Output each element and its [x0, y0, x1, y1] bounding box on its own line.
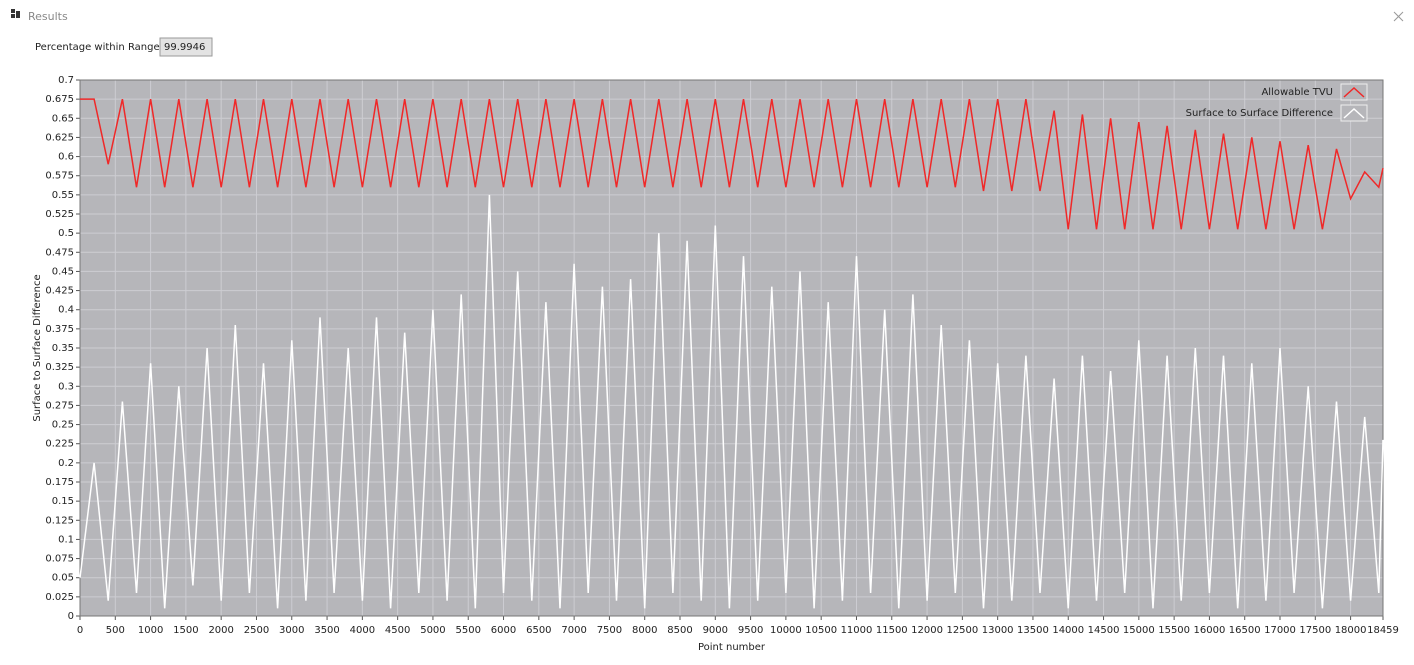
y-tick-label: 0.55 — [52, 190, 74, 201]
x-tick-label: 2500 — [244, 625, 269, 636]
y-tick-label: 0.625 — [45, 132, 74, 143]
y-tick-label: 0.375 — [45, 324, 74, 335]
y-tick-label: 0.075 — [45, 554, 74, 565]
x-tick-label: 2000 — [208, 625, 233, 636]
chart: 0 0.025 0.05 0.075 0.1 0.125 0.15 0.175 0.2 0.225… — [32, 75, 1399, 653]
indicator-value: 99.9946 — [164, 42, 205, 53]
x-tick-label: 16500 — [1229, 625, 1261, 636]
indicator-label: Percentage within Range — [35, 42, 160, 53]
x-tick-label: 7500 — [597, 625, 622, 636]
legend-line — [1343, 107, 1365, 119]
x-tick-label: 13000 — [982, 625, 1014, 636]
x-tick-label: 1000 — [138, 625, 163, 636]
y-tick-label: 0.4 — [58, 305, 74, 316]
y-tick-label: 0.3 — [58, 381, 74, 392]
y-tick-label: 0.2 — [58, 458, 74, 469]
x-tick-label: 5000 — [420, 625, 445, 636]
y-tick-label: 0.275 — [45, 400, 74, 411]
x-tick-label: 8000 — [632, 625, 657, 636]
x-tick-label: 500 — [106, 625, 125, 636]
x-tick-label: 12500 — [946, 625, 978, 636]
close-button[interactable] — [1393, 11, 1404, 22]
window-icon — [11, 9, 20, 18]
x-tick-label: 4500 — [385, 625, 410, 636]
x-tick-label: 5500 — [456, 625, 481, 636]
x-tick-label: 15500 — [1158, 625, 1190, 636]
y-tick-label: 0.1 — [58, 534, 74, 545]
y-tick-label: 0.325 — [45, 362, 74, 373]
legend-label: Surface to Surface Difference — [1186, 108, 1333, 119]
y-tick-label: 0.225 — [45, 439, 74, 450]
y-tick-label: 0.15 — [52, 496, 74, 507]
y-tick-label: 0.7 — [58, 75, 74, 86]
x-tick-label: 0 — [77, 625, 83, 636]
x-tick-label: 3000 — [279, 625, 304, 636]
x-axis-label: Point number — [698, 642, 766, 653]
y-tick-label: 0.475 — [45, 247, 74, 258]
y-tick-label: 0.45 — [52, 266, 74, 277]
y-axis-label: Surface to Surface Difference — [32, 274, 43, 421]
y-tick-label: 0.6 — [58, 152, 74, 163]
window-title: Results — [28, 10, 68, 23]
x-tick-label: 9500 — [738, 625, 763, 636]
x-tick-label: 6000 — [491, 625, 516, 636]
plot-border — [79, 79, 1384, 617]
x-tick-label: 10000 — [770, 625, 802, 636]
x-tick-label: 12000 — [911, 625, 943, 636]
legend-swatch — [1340, 104, 1368, 122]
y-tick-label: 0.5 — [58, 228, 74, 239]
x-tick-label: 7000 — [561, 625, 586, 636]
y-tick-label: 0.05 — [52, 573, 74, 584]
y-tick-label: 0.175 — [45, 477, 74, 488]
legend-label: Allowable TVU — [1261, 87, 1333, 98]
x-tick-label: 11500 — [876, 625, 908, 636]
x-tick-label: 1500 — [173, 625, 198, 636]
x-tick-label: 17000 — [1264, 625, 1296, 636]
y-tick-label: 0 — [68, 611, 74, 622]
y-tick-label: 0.65 — [52, 113, 74, 124]
x-tick-label: 18459 — [1367, 625, 1399, 636]
x-tick-label: 9000 — [703, 625, 728, 636]
y-tick-label: 0.125 — [45, 515, 74, 526]
y-tick-label: 0.35 — [52, 343, 74, 354]
legend-line — [1343, 86, 1365, 98]
x-tick-label: 17500 — [1299, 625, 1331, 636]
y-tick-label: 0.425 — [45, 286, 74, 297]
legend-swatch — [1340, 83, 1368, 101]
x-tick-label: 18000 — [1335, 625, 1367, 636]
y-tick-label: 0.575 — [45, 171, 74, 182]
x-tick-label: 10500 — [805, 625, 837, 636]
x-tick-label: 4000 — [350, 625, 375, 636]
series-line — [80, 98, 1384, 230]
x-tick-label: 11000 — [841, 625, 873, 636]
x-tick-label: 8500 — [667, 625, 692, 636]
x-tick-label: 15000 — [1123, 625, 1155, 636]
y-tick-label: 0.025 — [45, 592, 74, 603]
x-tick-label: 13500 — [1017, 625, 1049, 636]
indicator-box — [159, 37, 213, 57]
x-tick-label: 14000 — [1052, 625, 1084, 636]
x-tick-label: 6500 — [526, 625, 551, 636]
y-tick-label: 0.525 — [45, 209, 74, 220]
x-tick-label: 16000 — [1194, 625, 1226, 636]
y-tick-label: 0.25 — [52, 420, 74, 431]
x-tick-label: 14500 — [1088, 625, 1120, 636]
x-tick-label: 3500 — [314, 625, 339, 636]
series-line — [79, 194, 1384, 609]
y-tick-label: 0.675 — [45, 94, 74, 105]
